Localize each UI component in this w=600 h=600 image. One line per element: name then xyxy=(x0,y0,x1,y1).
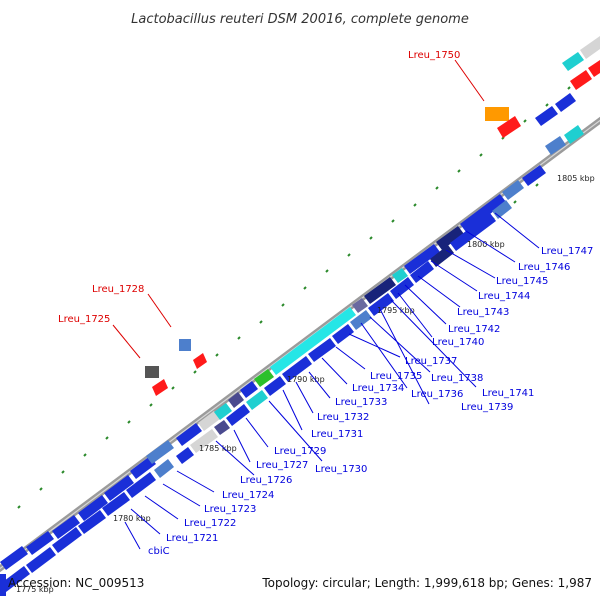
left-edge-feature xyxy=(0,574,6,596)
gene-label-lreu-1745: Lreu_1745 xyxy=(496,276,548,287)
gene-label-lreu-1744: Lreu_1744 xyxy=(478,291,530,302)
gene-label-lreu-1730: Lreu_1730 xyxy=(315,464,367,475)
gene-label-lreu-1724: Lreu_1724 xyxy=(222,490,274,501)
genome-summary: Topology: circular; Length: 1,999,618 bp… xyxy=(261,576,592,590)
gene-label-lreu-1725: Lreu_1725 xyxy=(58,314,110,325)
feature-cluster xyxy=(145,36,600,396)
scale-label-1775: 1775 kbp xyxy=(16,585,54,594)
gene-label-lreu-1734: Lreu_1734 xyxy=(352,383,404,394)
gene-label-lreu-1743: Lreu_1743 xyxy=(457,307,509,318)
gene-label-lreu-1740: Lreu_1740 xyxy=(432,337,484,348)
gene-label-cbiC: cbiC xyxy=(148,546,170,557)
gene-label-lreu-1723: Lreu_1723 xyxy=(204,504,256,515)
gene-label-lreu-1750: Lreu_1750 xyxy=(408,50,460,61)
gene-label-lreu-1726: Lreu_1726 xyxy=(240,475,292,486)
scale-label-1785: 1785 kbp xyxy=(199,444,237,453)
gene-label-lreu-1733: Lreu_1733 xyxy=(335,397,387,408)
gene-label-lreu-1732: Lreu_1732 xyxy=(317,412,369,423)
gene-label-lreu-1736: Lreu_1736 xyxy=(411,389,463,400)
gene-label-lreu-1737: Lreu_1737 xyxy=(405,356,457,367)
gene-label-lreu-1747: Lreu_1747 xyxy=(541,246,593,257)
scale-label-1790: 1790 kbp xyxy=(287,375,325,384)
gene-label-lreu-1722: Lreu_1722 xyxy=(184,518,236,529)
accession-text: Accession: NC_009513 xyxy=(8,576,144,590)
gene-label-lreu-1721: Lreu_1721 xyxy=(166,533,218,544)
gene-track-main xyxy=(0,165,546,570)
gene-callouts: cbiC Lreu_1721 Lreu_1722 Lreu_1723 Lreu_… xyxy=(58,50,593,557)
gene-label-lreu-1746: Lreu_1746 xyxy=(518,262,570,273)
gene-label-lreu-1729: Lreu_1729 xyxy=(274,446,326,457)
scale-label-1800: 1800 kbp xyxy=(467,240,505,249)
map-title: Lactobacillus reuteri DSM 20016, complet… xyxy=(131,12,469,27)
gene-label-lreu-1727: Lreu_1727 xyxy=(256,460,308,471)
gene-label-lreu-1739: Lreu_1739 xyxy=(461,402,513,413)
gene-label-lreu-1735: Lreu_1735 xyxy=(370,371,422,382)
scale-label-1805: 1805 kbp xyxy=(557,174,595,183)
gene-label-lreu-1742: Lreu_1742 xyxy=(448,324,500,335)
gene-label-lreu-1741: Lreu_1741 xyxy=(482,388,534,399)
scale-label-1780: 1780 kbp xyxy=(113,514,151,523)
gene-label-lreu-1731: Lreu_1731 xyxy=(311,429,363,440)
gene-label-lreu-1738: Lreu_1738 xyxy=(431,373,483,384)
gene-label-lreu-1728: Lreu_1728 xyxy=(92,284,144,295)
scale-label-1795: 1795 kbp xyxy=(377,306,415,315)
